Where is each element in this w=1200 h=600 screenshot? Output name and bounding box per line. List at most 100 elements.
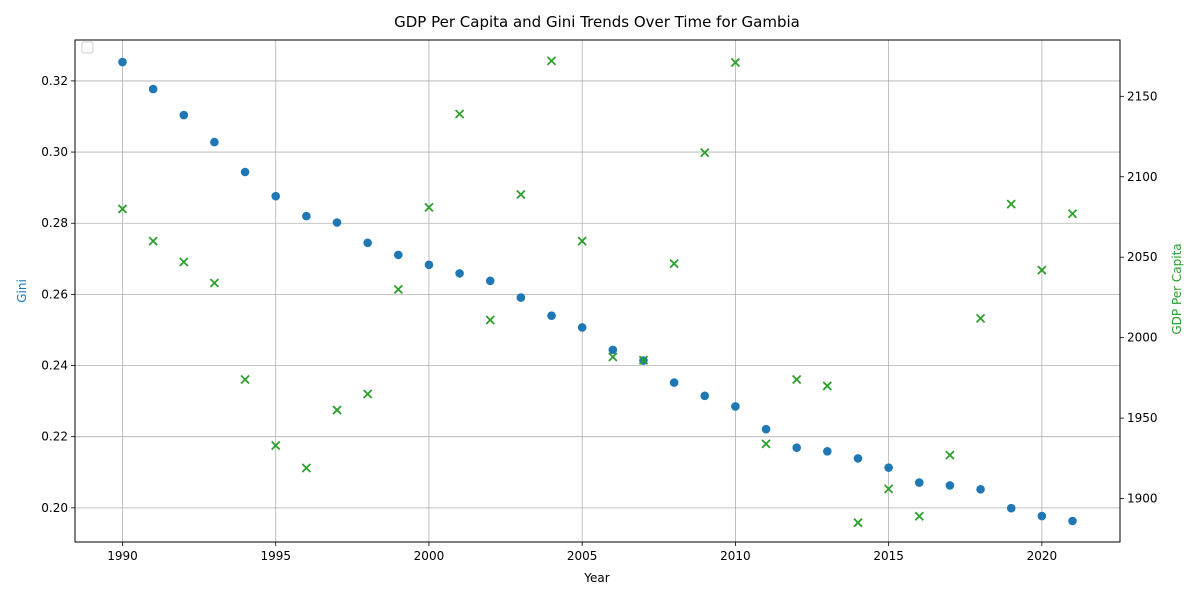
gdp-point-stroke xyxy=(546,56,557,66)
y-right-tick-label: 1950 xyxy=(1127,411,1158,425)
grid xyxy=(75,40,1120,542)
gdp-point xyxy=(546,56,557,66)
gdp-point-stroke xyxy=(454,109,465,119)
x-tick-label: 1995 xyxy=(260,549,291,563)
gdp-point-stroke xyxy=(1067,209,1078,219)
axis-ticks: 1990 1995 2000 2005 2010 2015 2020 0.20 0.22 0.24… xyxy=(41,74,1157,563)
gini-point xyxy=(547,311,556,321)
gdp-point xyxy=(393,284,403,295)
gdp-point-stroke xyxy=(516,189,526,200)
gini-point xyxy=(1037,511,1047,521)
gdp-point xyxy=(516,189,526,200)
gini-point xyxy=(485,276,495,286)
gdp-point-stroke xyxy=(914,511,924,521)
gdp-point xyxy=(883,484,894,494)
gini-point xyxy=(516,293,526,302)
y-left-tick-label: 0.20 xyxy=(41,501,68,515)
gdp-point-stroke xyxy=(792,374,802,385)
gini-point xyxy=(271,191,281,201)
gdp-point-stroke xyxy=(424,202,434,212)
x-tick-label: 2015 xyxy=(873,549,904,563)
gdp-point xyxy=(853,518,863,528)
gini-point xyxy=(332,218,342,227)
y-left-tick-label: 0.24 xyxy=(41,359,68,373)
gini-point xyxy=(240,167,250,177)
y-axis-right-label: GDP Per Capita xyxy=(1170,243,1184,334)
gdp-point xyxy=(301,463,312,473)
gdp-point-stroke xyxy=(669,259,679,269)
y-right-tick-label: 1900 xyxy=(1127,492,1158,506)
gini-point xyxy=(394,250,403,260)
gdp-point xyxy=(209,278,220,288)
gdp-point-stroke xyxy=(179,257,189,267)
y-right-tick-label: 2050 xyxy=(1127,250,1158,264)
gdp-point xyxy=(577,236,587,246)
gdp-point xyxy=(485,315,495,325)
gdp-point xyxy=(914,511,924,521)
chart-title: GDP Per Capita and Gini Trends Over Time… xyxy=(394,13,800,31)
gini-point xyxy=(945,481,955,490)
gdp-point xyxy=(608,352,618,362)
gini-point xyxy=(577,323,587,332)
gdp-point xyxy=(240,374,250,385)
gdp-point-stroke xyxy=(301,463,312,473)
gdp-point xyxy=(1006,199,1016,209)
gdp-point-stroke xyxy=(1006,199,1016,209)
x-tick-label: 2005 xyxy=(567,549,598,563)
gini-point xyxy=(823,446,832,456)
gini-point xyxy=(424,260,434,270)
gdp-point xyxy=(792,374,802,385)
y-right-tick-label: 2150 xyxy=(1127,89,1158,103)
y-right-tick-label: 2000 xyxy=(1127,331,1158,345)
gdp-point xyxy=(1067,209,1078,219)
gini-point xyxy=(148,84,158,94)
gdp-point-stroke xyxy=(363,389,373,399)
gdp-point xyxy=(1037,265,1047,275)
gdp-point-stroke xyxy=(332,405,342,415)
data-marks xyxy=(117,56,1078,528)
y-left-tick-label: 0.28 xyxy=(41,216,68,230)
plot-frame xyxy=(74,39,1121,543)
gini-point xyxy=(731,402,740,411)
gdp-point xyxy=(363,389,373,399)
gdp-point-stroke xyxy=(638,355,649,365)
gdp-point-stroke xyxy=(975,313,986,323)
gdp-point xyxy=(179,257,189,267)
x-tick-label: 1990 xyxy=(107,549,138,563)
gini-point xyxy=(700,391,710,401)
gini-point xyxy=(914,478,924,487)
gini-point xyxy=(1068,516,1077,526)
x-axis-label: Year xyxy=(583,571,609,585)
gdp-point-stroke xyxy=(117,204,128,214)
gdp-point xyxy=(271,440,281,451)
gini-point xyxy=(363,238,372,248)
gdp-point-stroke xyxy=(761,439,771,449)
gdp-point-stroke xyxy=(271,440,281,451)
gdp-point xyxy=(117,204,128,214)
gdp-point xyxy=(700,147,710,158)
gini-point xyxy=(608,345,618,355)
gdp-point-stroke xyxy=(883,484,894,494)
gdp-point xyxy=(761,439,771,449)
x-tick-label: 2020 xyxy=(1027,549,1058,563)
gdp-point xyxy=(424,202,434,212)
gdp-point xyxy=(638,355,649,365)
legend-box xyxy=(81,41,94,54)
gdp-point xyxy=(975,313,986,323)
gini-point xyxy=(455,269,464,278)
gdp-point-stroke xyxy=(608,352,618,362)
gdp-point-stroke xyxy=(730,57,741,68)
gdp-point xyxy=(669,259,679,269)
gini-point xyxy=(302,211,311,221)
gini-point xyxy=(118,57,127,67)
x-tick-label: 2000 xyxy=(414,549,445,563)
y-left-tick-label: 0.30 xyxy=(41,145,68,159)
gini-point xyxy=(761,424,771,434)
gdp-point-stroke xyxy=(822,381,832,391)
gdp-point xyxy=(945,450,955,460)
gdp-point-stroke xyxy=(1037,265,1047,275)
gdp-point xyxy=(730,57,741,68)
gdp-point-stroke xyxy=(577,236,587,246)
